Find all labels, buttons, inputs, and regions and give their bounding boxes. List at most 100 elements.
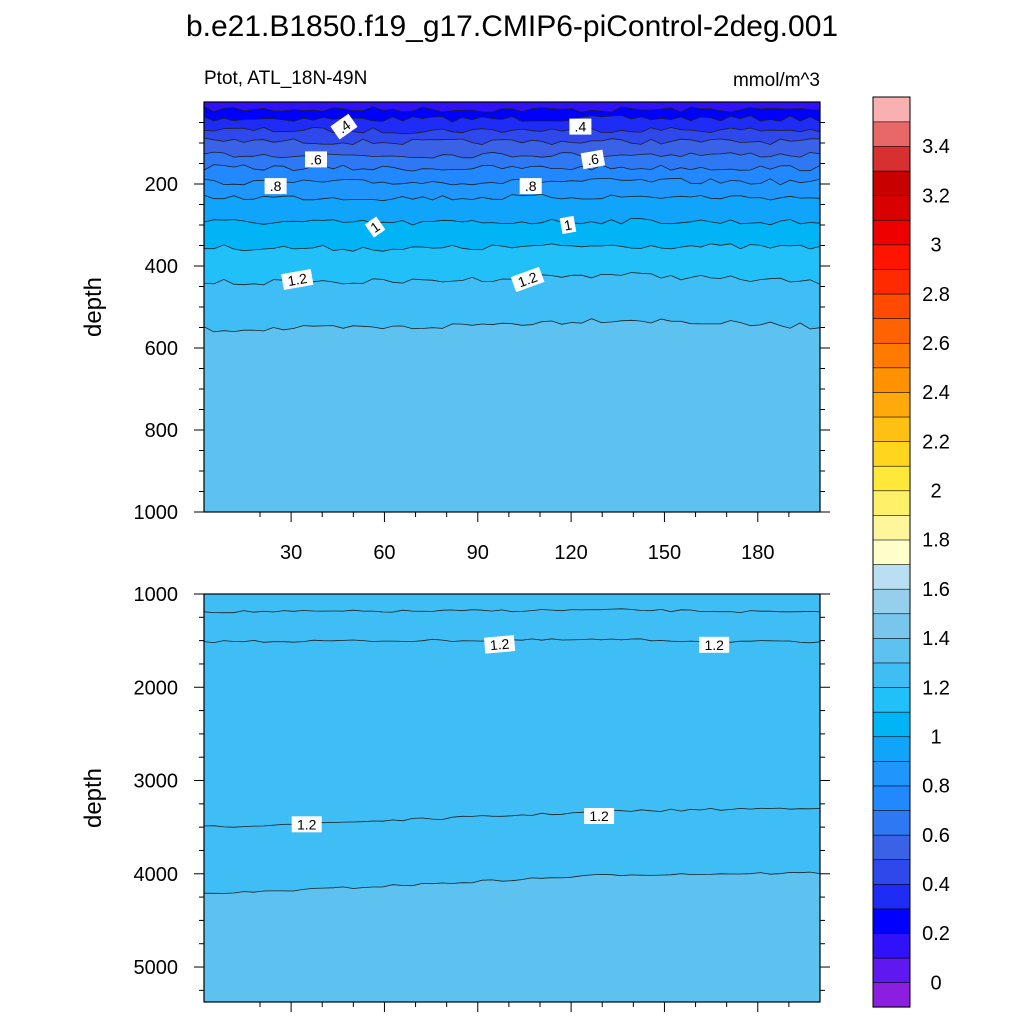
colorbar-swatch (872, 809, 911, 836)
contour-label-text: 1.2 (589, 808, 609, 824)
variable-region-label: Ptot, ATL_18N-49N (204, 68, 367, 89)
colorbar-tick-label: 2.8 (922, 284, 950, 306)
x-axis: 30 60 90 120 150 180 (259, 512, 790, 564)
colorbar-swatch (872, 219, 911, 246)
contour-label: .8 (264, 178, 287, 195)
contour-label-box (291, 816, 322, 833)
y-tick-label: 400 (145, 256, 178, 278)
contour-label-text: .8 (270, 178, 282, 194)
colorbar-swatch (872, 588, 911, 615)
fill-band (204, 872, 820, 1002)
x-tick-label: 120 (554, 542, 587, 564)
contour-label-box (330, 113, 358, 140)
contour-label-text: 1.2 (286, 270, 308, 289)
colorbar-swatch (872, 760, 911, 787)
colorbar-swatch (872, 957, 911, 983)
colorbar-swatch (872, 268, 911, 295)
colorbar-swatch (872, 391, 911, 418)
colorbar-swatch (872, 563, 911, 590)
colorbar-tick-label: 1.6 (922, 579, 950, 601)
colorbar-swatch (872, 318, 911, 344)
colorbar-tick-label: 2.6 (922, 333, 950, 355)
colorbar-swatch (872, 195, 911, 221)
plot-panels: .4 .4 .6 .6 .8 .8 1 1 1.2 1.2 200 400 600 800 1000 dept… (80, 101, 830, 1012)
fill-band (204, 318, 820, 512)
contour-label-text: 1 (563, 216, 574, 233)
colorbar-swatch (872, 834, 911, 861)
contour-line (204, 114, 820, 123)
contour-label-text: .4 (575, 119, 587, 135)
colorbar-swatch (872, 244, 911, 270)
colorbar-swatch (872, 416, 911, 442)
contour-line (204, 126, 820, 135)
contour-label-box (519, 178, 542, 195)
colorbar-swatch (872, 539, 911, 565)
x-tick-label: 90 (467, 542, 489, 564)
y-axis-label: depth (80, 277, 107, 337)
colorbar-tick-label: 0.8 (922, 776, 950, 798)
colorbar: 0 0.2 0.4 0.6 0.8 1 1.2 1.4 1.6 1.8 2 2.2 2.4 2.6 2.8 3… (872, 96, 950, 1008)
colorbar-tick-label: 0.2 (922, 923, 950, 945)
contour-label-box (584, 808, 615, 824)
contour-label-box (580, 149, 606, 170)
y-tick-label: 200 (145, 174, 178, 196)
contour-label: .8 (519, 178, 542, 195)
contour-line (204, 217, 820, 226)
colorbar-swatch (872, 441, 911, 467)
contour-label: 1.2 (291, 816, 322, 833)
colorbar-swatch (872, 686, 911, 713)
y-axis: 200 400 600 800 1000 depth (80, 122, 830, 524)
contour-label: .4 (330, 113, 358, 140)
panel-frame (203, 593, 821, 1003)
filled-contours (204, 594, 820, 1002)
contour-line (204, 137, 820, 146)
colorbar-swatch (872, 514, 911, 541)
contour-label-text: 1.2 (704, 637, 724, 653)
panel-lower: 1.2 1.2 1.2 1.2 1000 2000 3000 4000 5000 depth (80, 584, 830, 1012)
colorbar-swatch (872, 121, 911, 147)
contour-label: .4 (569, 118, 592, 135)
colorbar-tick-label: 1.8 (922, 530, 950, 552)
x-tick-label: 30 (280, 542, 302, 564)
colorbar-swatch (872, 293, 911, 319)
y-axis-label: depth (80, 768, 107, 828)
y-tick-label: 1000 (134, 584, 179, 606)
colorbar-swatch (872, 342, 911, 369)
contour-line (204, 164, 820, 172)
y-tick-label: 2000 (134, 677, 179, 699)
contour-label: 1.2 (699, 636, 730, 653)
contour-line (204, 193, 820, 202)
colorbar-tick-label: 2 (930, 481, 941, 503)
colorbar-tick-label: 0.6 (922, 825, 950, 847)
contour-label-box (305, 151, 327, 168)
contour-label: .6 (580, 149, 606, 170)
colorbar-swatch (872, 982, 911, 1008)
contour-label-box (559, 215, 577, 235)
colorbar-tick-label: 3 (930, 235, 941, 257)
y-tick-label: 4000 (134, 864, 179, 886)
colorbar-swatch (872, 637, 911, 664)
colorbar-swatch (872, 367, 911, 393)
contour-label: 1.2 (483, 635, 516, 654)
contour-label-text: .8 (525, 178, 537, 194)
contour-label-text: 1.2 (516, 269, 540, 291)
y-tick-label: 1000 (134, 502, 179, 524)
x-tick-label: 150 (648, 542, 681, 564)
contour-label: 1.2 (281, 269, 314, 290)
contour-label-text: .6 (586, 150, 600, 168)
x-tick-label: 60 (373, 542, 395, 564)
filled-contours (204, 102, 820, 512)
colorbar-swatch (872, 613, 911, 639)
contour-label: 1 (559, 215, 577, 235)
contour-label-box (281, 269, 314, 290)
y-axis: 1000 2000 3000 4000 5000 depth (80, 584, 830, 991)
colorbar-swatch (872, 932, 911, 959)
colorbar-tick-label: 0 (930, 972, 941, 994)
colorbar-tick-label: 1 (930, 727, 941, 749)
contour-line (204, 608, 820, 614)
colorbar-tick-label: 1.4 (922, 628, 950, 650)
colorbar-swatch (872, 883, 911, 910)
colorbar-swatch (872, 859, 911, 885)
contour-label-box (569, 118, 592, 135)
